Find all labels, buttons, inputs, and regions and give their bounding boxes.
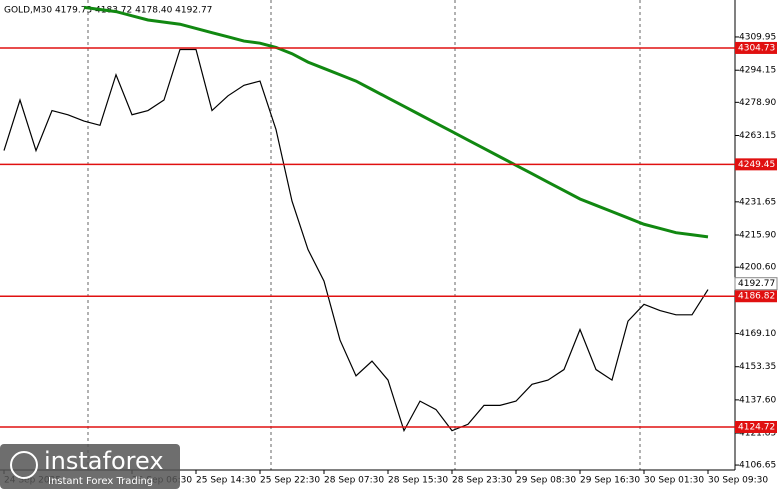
period-separators: [87, 0, 641, 470]
watermark-brand: instaforex: [44, 447, 164, 475]
level-label: 4249.45: [738, 160, 775, 170]
price-line: [3, 48, 709, 433]
x-tick-label: 28 Sep 15:30: [388, 476, 448, 486]
level-box: [735, 421, 777, 434]
x-tick-label: 29 Sep 16:30: [580, 476, 640, 486]
y-tick-label: 4278.90: [739, 98, 776, 108]
watermark: instaforex Instant Forex Trading: [0, 444, 180, 489]
y-tick-label: 4169.10: [739, 329, 776, 339]
watermark-tagline: Instant Forex Trading: [48, 476, 153, 487]
watermark-logo: [10, 451, 38, 479]
price-box: [734, 277, 778, 291]
x-tick-label: 25 Sep 14:30: [196, 476, 256, 486]
y-tick-label: 4121.85: [739, 429, 776, 439]
price-line: [83, 5, 709, 239]
y-tick-label: 4294.15: [739, 66, 776, 76]
y-tick-label: 4137.60: [739, 395, 776, 405]
x-tick-label: 30 Sep 09:30: [708, 476, 768, 486]
y-tick-label: 4263.15: [739, 131, 776, 141]
x-tick-label: 30 Sep 01:30: [644, 476, 704, 486]
level-box: [735, 158, 777, 171]
x-tick-label: 25 Sep 22:30: [260, 476, 320, 486]
level-box: [735, 41, 777, 54]
y-tick-label: 4200.60: [739, 263, 776, 273]
y-tick-label: 4309.95: [739, 32, 776, 42]
y-tick-label: 4215.90: [739, 231, 776, 241]
level-box: [735, 290, 777, 303]
watermark-box: [0, 444, 180, 489]
y-tick-label: 4106.65: [739, 461, 776, 471]
level-label: 4124.72: [738, 423, 775, 433]
y-tick-label: 4231.65: [739, 197, 776, 207]
x-tick-label: 29 Sep 08:30: [516, 476, 576, 486]
y-tick-label: 4153.35: [739, 362, 776, 372]
level-label: 4186.82: [738, 292, 775, 302]
price-label: 4192.77: [738, 279, 775, 289]
x-tick-label: 28 Sep 07:30: [324, 476, 384, 486]
x-tick-label: 28 Sep 23:30: [452, 476, 512, 486]
level-label: 4304.73: [738, 43, 775, 53]
